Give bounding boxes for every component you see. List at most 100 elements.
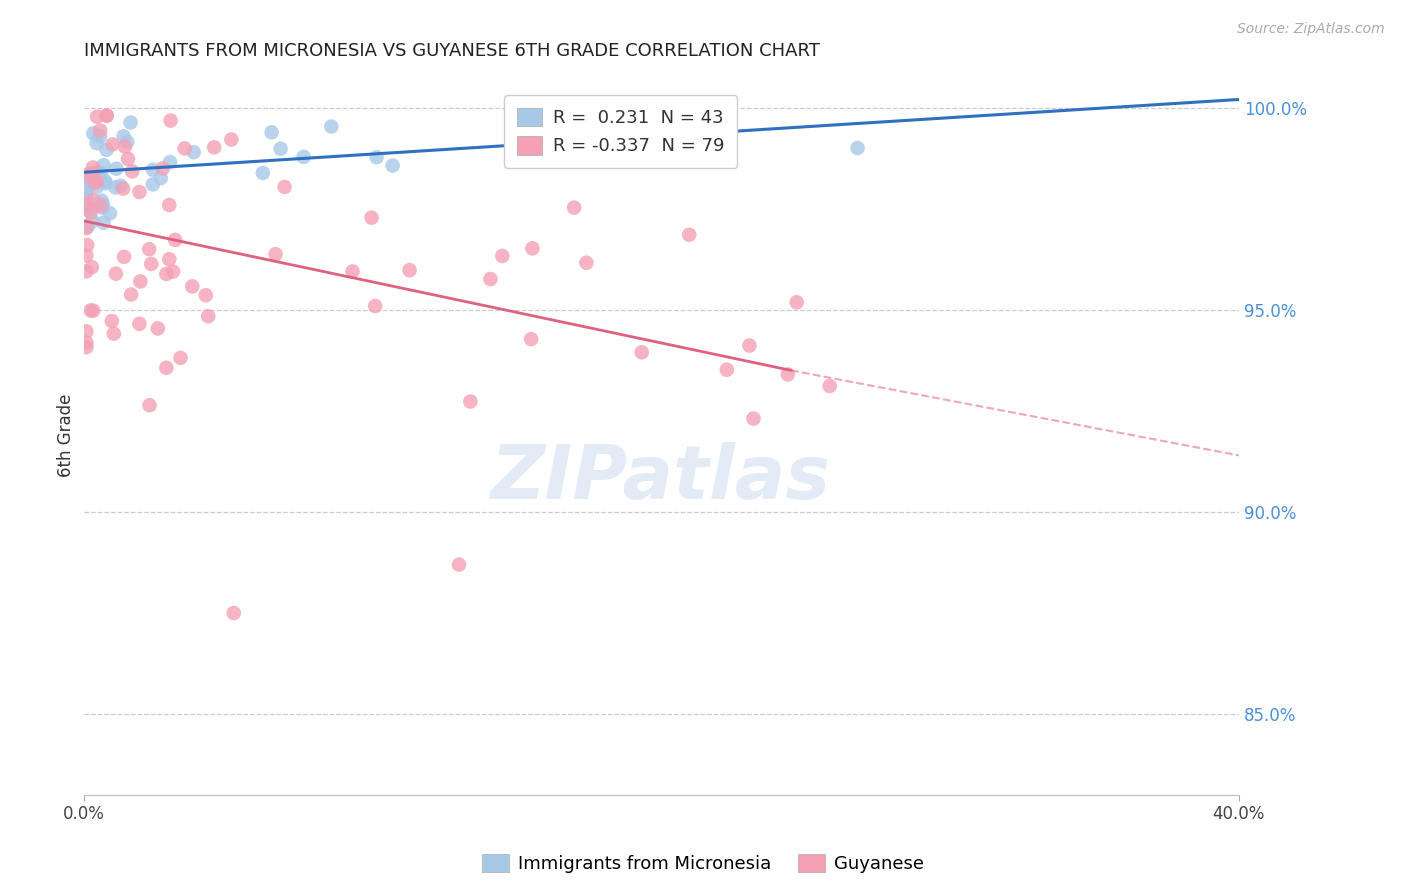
Point [96,143,118,157]
Point [117,152,139,166]
Point [75,335,97,350]
Point [165,233,187,247]
Point [75,221,97,235]
Point [120,115,142,129]
Point [75,168,97,182]
Point [738,338,761,352]
Point [96,109,118,123]
Point [128,185,150,199]
Point [90,166,112,180]
Point [79,303,101,318]
Point [155,360,177,375]
Point [252,166,274,180]
Point [86,136,108,150]
Legend: R =  0.231  N = 43, R = -0.337  N = 79: R = 0.231 N = 43, R = -0.337 N = 79 [505,95,737,168]
Point [181,279,204,293]
Point [366,150,388,164]
Point [91,201,114,215]
Point [292,150,315,164]
Point [138,398,160,412]
Point [364,299,387,313]
Point [91,197,114,211]
Point [89,123,111,137]
Point [112,129,135,144]
Point [169,351,191,365]
Point [76,238,98,252]
Point [270,142,292,156]
Point [82,167,104,181]
Point [197,310,219,324]
Point [221,132,243,146]
Point [80,167,103,181]
Point [114,139,136,153]
Point [381,159,404,173]
Point [522,241,544,255]
Point [84,176,107,190]
Point [460,394,482,409]
Point [112,250,135,264]
Point [818,379,841,393]
Point [742,411,765,425]
Point [115,135,138,149]
Point [260,125,283,139]
Point [678,227,700,242]
Point [112,181,135,195]
Point [141,257,163,271]
Point [80,260,103,275]
Point [173,141,195,155]
Point [398,263,420,277]
Legend: Immigrants from Micronesia, Guyanese: Immigrants from Micronesia, Guyanese [474,847,932,880]
Point [86,110,108,124]
Point [120,287,142,301]
Text: ZIPatlas: ZIPatlas [491,442,831,515]
Point [786,295,808,310]
Point [82,193,104,207]
Point [82,126,104,140]
Point [104,267,127,281]
Point [776,368,799,382]
Point [222,606,245,620]
Point [129,275,152,289]
Point [75,186,97,200]
Point [146,321,169,335]
Y-axis label: 6th Grade: 6th Grade [58,393,75,477]
Point [520,332,543,346]
Point [183,145,205,160]
Point [155,267,177,281]
Point [716,362,738,376]
Point [89,129,111,144]
Point [96,109,118,123]
Point [128,317,150,331]
Point [94,176,117,190]
Point [152,161,174,176]
Point [82,161,104,175]
Point [93,158,115,172]
Point [90,194,112,208]
Point [447,558,470,572]
Point [104,180,127,194]
Point [75,325,97,339]
Point [479,272,502,286]
Point [86,175,108,189]
Point [273,180,295,194]
Point [575,256,598,270]
Point [75,202,97,217]
Point [157,198,180,212]
Point [75,264,97,278]
Point [342,264,364,278]
Point [76,197,98,211]
Point [142,162,165,177]
Point [98,206,121,220]
Point [264,247,287,261]
Point [93,216,115,230]
Point [360,211,382,225]
Point [321,120,343,134]
Point [86,179,108,194]
Point [562,201,585,215]
Point [159,113,181,128]
Point [202,140,225,154]
Point [75,180,97,194]
Point [157,252,180,267]
Point [80,175,103,189]
Point [105,161,128,176]
